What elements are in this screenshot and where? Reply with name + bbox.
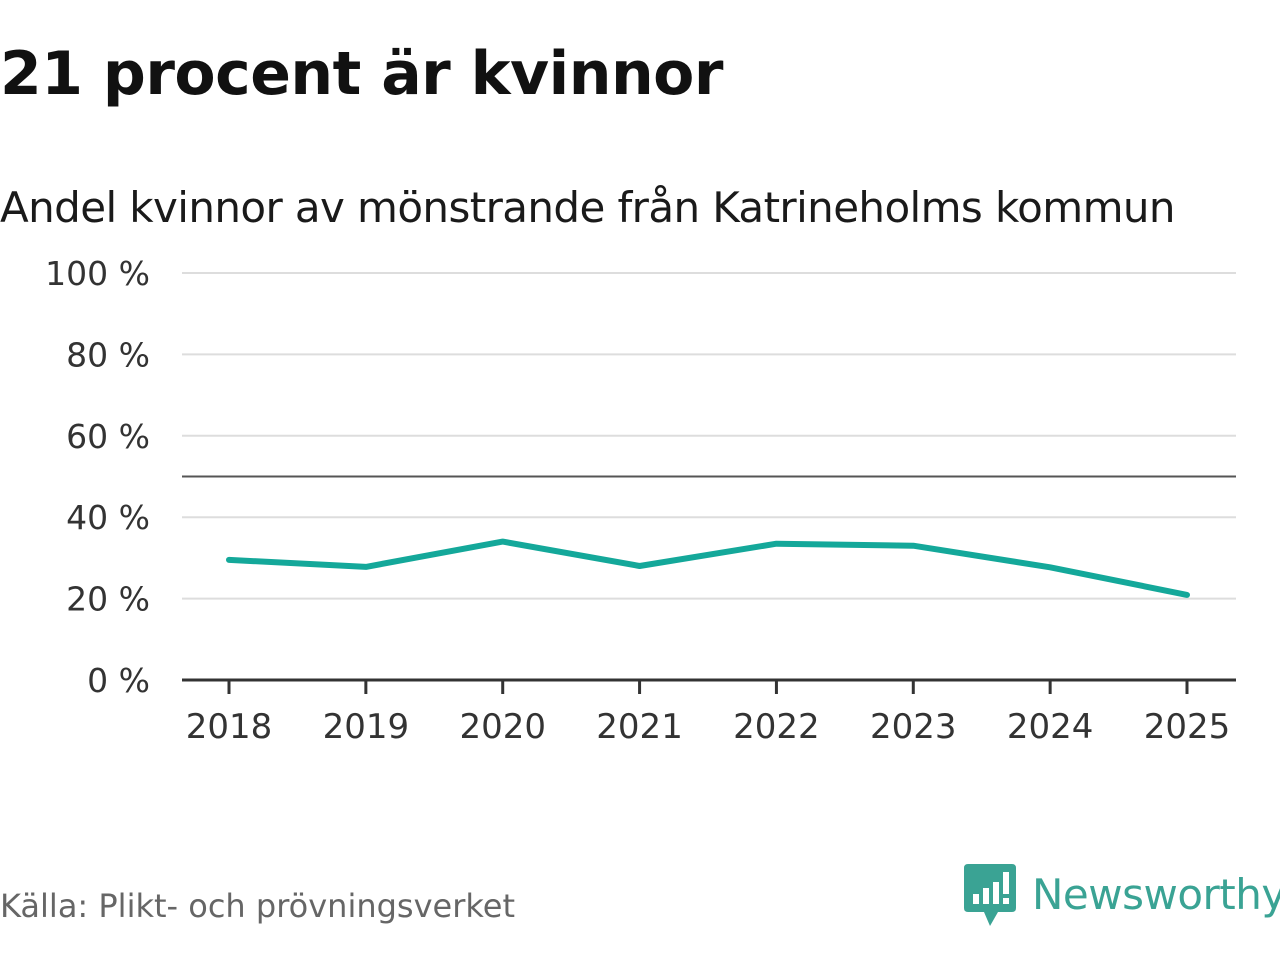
grid-layer: [182, 272, 1236, 600]
x-tick-label: 2020: [459, 707, 546, 747]
newsworthy-logo: Newsworthy: [964, 862, 1280, 928]
line-chart: 0 % 20 % 40 % 60 % 80 % 100 % 2018 2019 2020 2021…: [45, 254, 1236, 747]
y-tick-label: 0 %: [87, 661, 150, 700]
y-tick-label: 40 %: [66, 498, 150, 537]
x-tick-label: 2025: [1144, 707, 1231, 747]
axis-layer: [182, 678, 1236, 694]
y-tick-label: 80 %: [66, 335, 150, 374]
tick-label-layer: 0 % 20 % 40 % 60 % 80 % 100 % 2018 2019 2020 2021…: [45, 254, 1230, 747]
chart-title: 21 procent är kvinnor: [0, 39, 723, 109]
x-tick-label: 2023: [870, 707, 957, 747]
series-line: [226, 538, 1190, 598]
x-tick-label: 2019: [323, 707, 410, 747]
y-tick-label: 100 %: [45, 254, 150, 293]
x-tick-label: 2021: [596, 707, 683, 747]
chart-subtitle: Andel kvinnor av mönstrande från Katrine…: [0, 183, 1176, 232]
source-note: Källa: Plikt- och prövningsverket: [0, 887, 515, 925]
y-tick-label: 60 %: [66, 417, 150, 456]
newsworthy-logo-text: Newsworthy: [1032, 870, 1280, 919]
x-tick-label: 2018: [186, 707, 273, 747]
x-tick-label: 2022: [733, 707, 820, 747]
series-layer: [226, 538, 1190, 598]
y-tick-label: 20 %: [66, 580, 150, 619]
newsworthy-logo-icon: [964, 864, 1016, 926]
x-tick-label: 2024: [1007, 707, 1094, 747]
